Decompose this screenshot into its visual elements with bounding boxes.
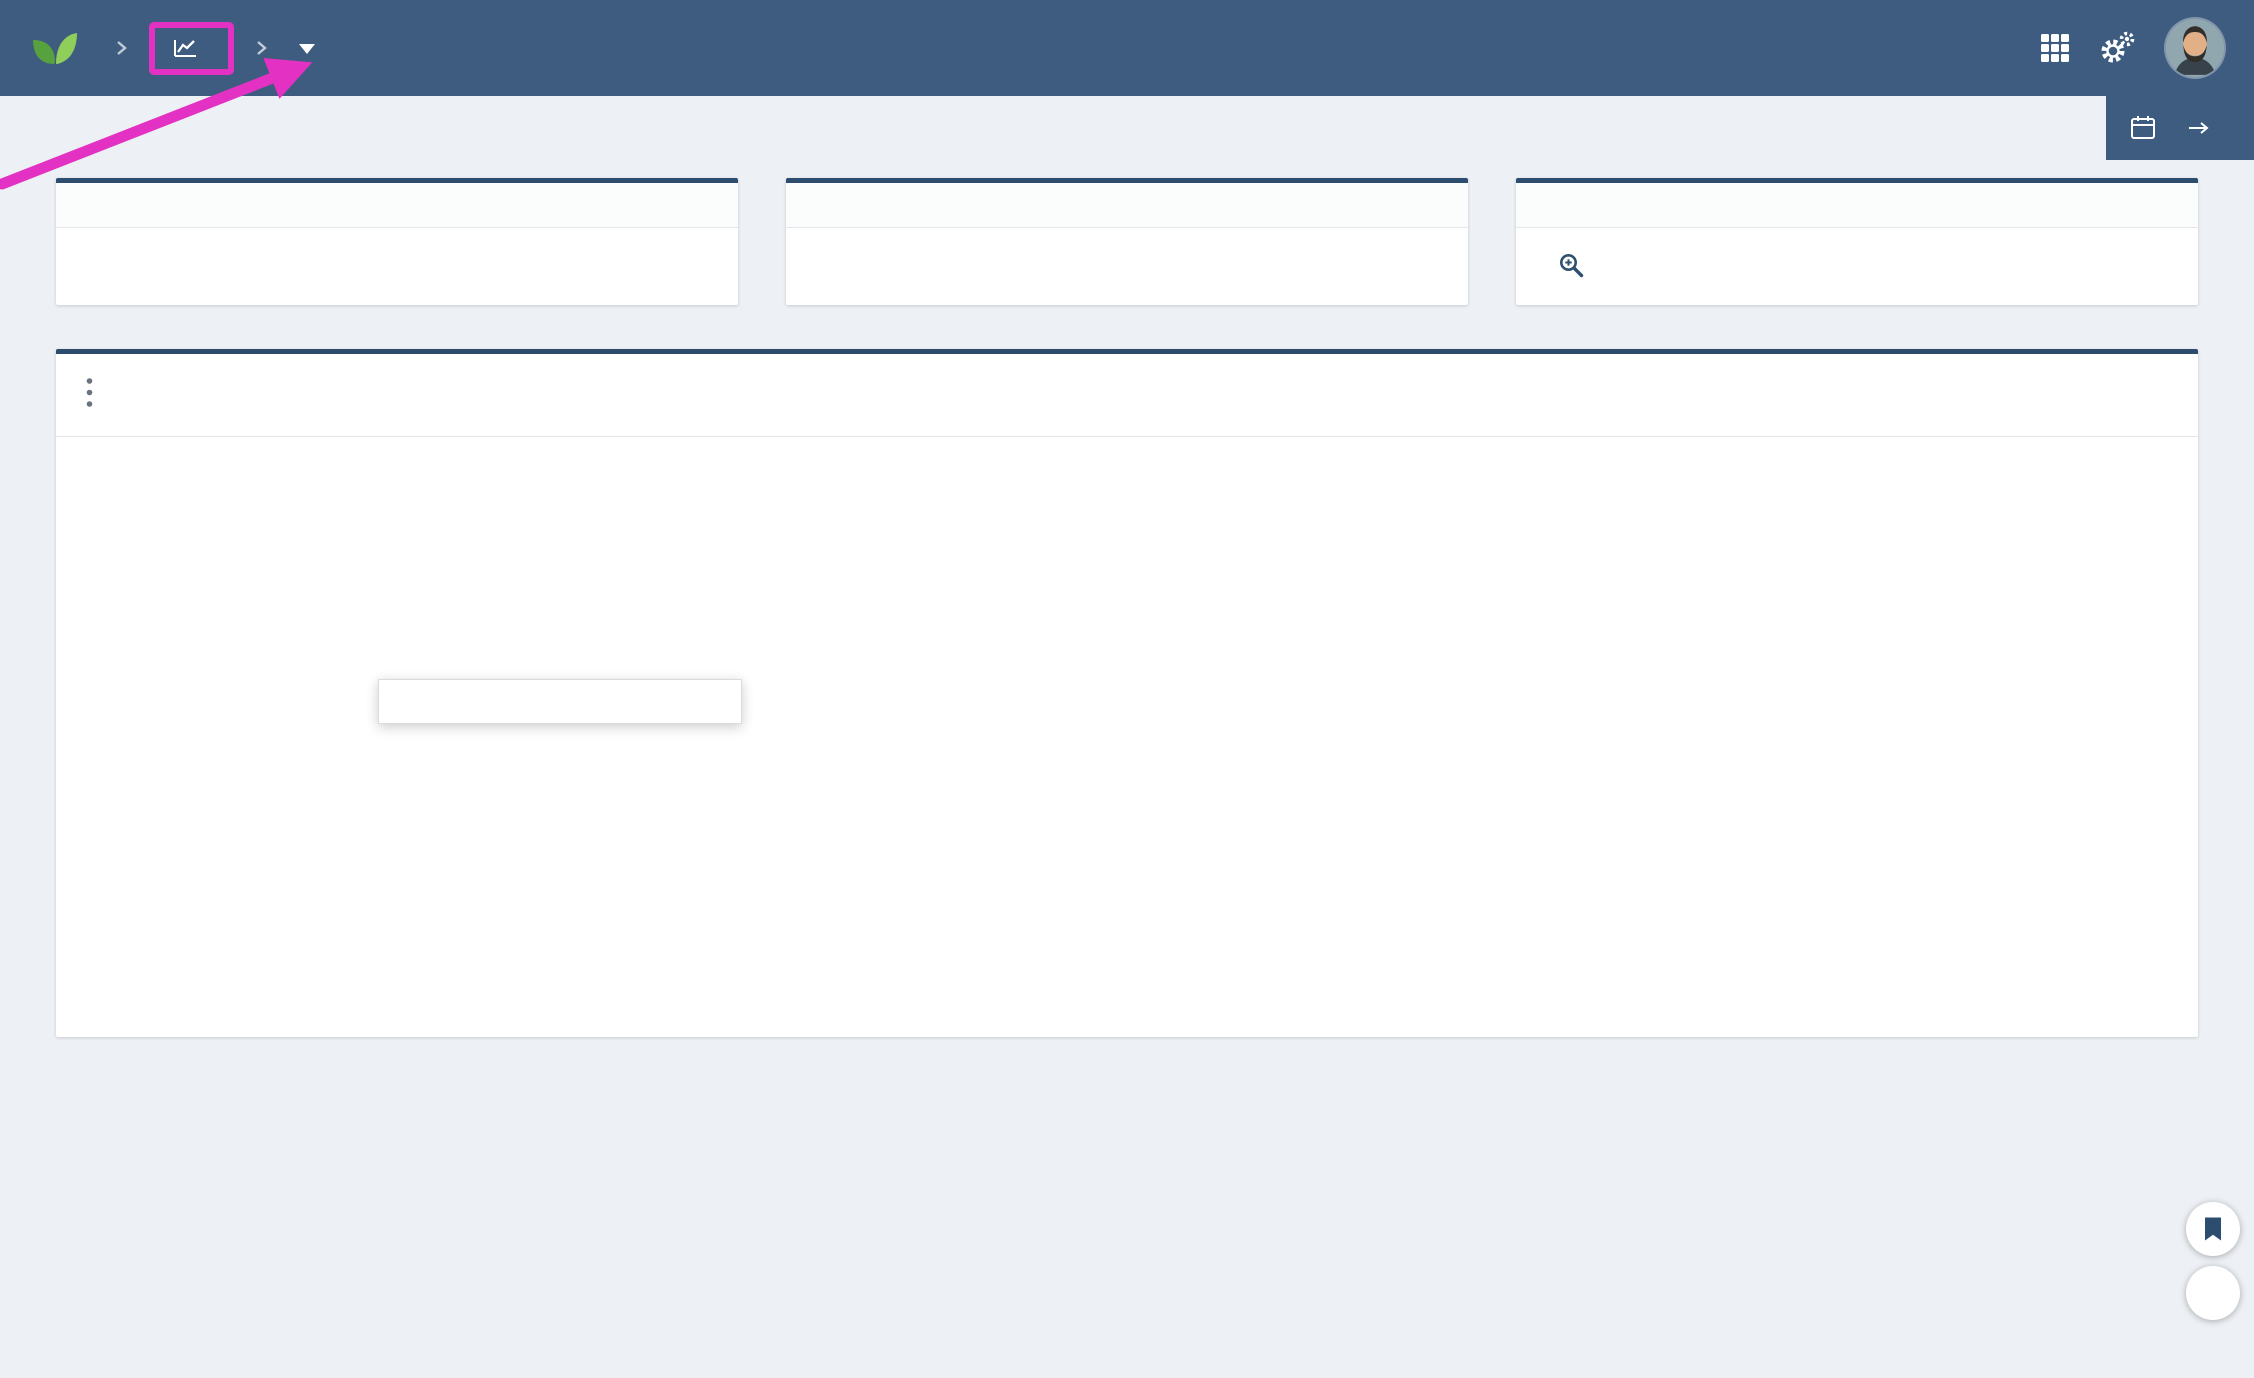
chevron-right-icon bbox=[116, 40, 127, 56]
chart-legend bbox=[56, 941, 2198, 957]
leaf-left bbox=[33, 40, 55, 64]
chart-area bbox=[56, 437, 2198, 941]
card-title bbox=[786, 183, 1468, 228]
bookmark-icon bbox=[2205, 1217, 2221, 1241]
chart-panel bbox=[56, 349, 2198, 1037]
logo-icon[interactable] bbox=[30, 28, 80, 68]
chart-tooltip bbox=[378, 679, 742, 724]
chart-panel-header bbox=[56, 354, 2198, 437]
avatar-shoulders bbox=[2174, 57, 2216, 75]
avatar-hair bbox=[2183, 26, 2207, 43]
calendar-icon bbox=[2131, 116, 2155, 139]
card-title bbox=[56, 183, 738, 228]
chart-icon bbox=[174, 39, 196, 57]
bookmark-button[interactable] bbox=[2186, 1202, 2240, 1256]
settings-gear-icon[interactable] bbox=[2100, 31, 2136, 65]
apps-grid-icon[interactable] bbox=[2040, 33, 2070, 63]
arrow-right-icon bbox=[2189, 122, 2209, 134]
kebab-menu-icon[interactable] bbox=[82, 375, 97, 415]
zoom-icon[interactable] bbox=[1558, 252, 1585, 279]
top-nav bbox=[0, 0, 2254, 96]
card-title bbox=[1516, 183, 2198, 228]
breadcrumb-section[interactable] bbox=[173, 39, 210, 58]
stat-card-pages-vues-max bbox=[786, 178, 1468, 305]
help-button[interactable] bbox=[2186, 1266, 2240, 1320]
avatar-beard bbox=[2183, 44, 2207, 62]
user-avatar[interactable] bbox=[2166, 19, 2224, 77]
leaf-right bbox=[56, 33, 77, 64]
test-selector-dropdown[interactable] bbox=[285, 35, 315, 62]
avatar-face bbox=[2183, 31, 2207, 56]
chevron-right-icon bbox=[256, 40, 267, 56]
stat-card-statut bbox=[56, 178, 738, 305]
date-range-picker[interactable] bbox=[2106, 96, 2254, 160]
caret-down-icon bbox=[299, 43, 315, 62]
annotation-highlight-box bbox=[149, 21, 234, 75]
stat-card-taux-erreur bbox=[1516, 178, 2198, 305]
main-content bbox=[0, 178, 2254, 1037]
stat-cards-row bbox=[56, 178, 2198, 305]
